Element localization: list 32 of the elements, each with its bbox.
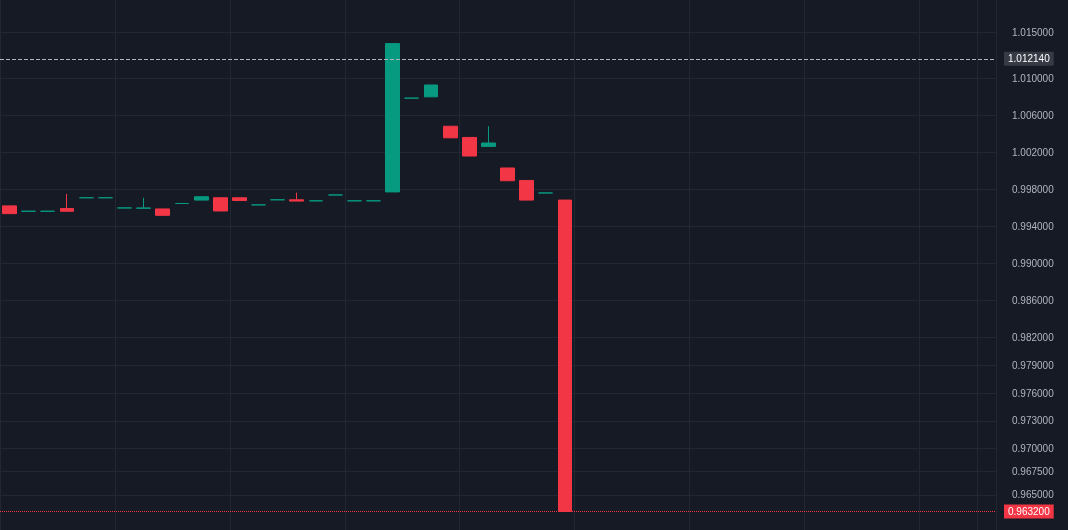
y-tick-label: 0.973000 [1012, 415, 1055, 427]
candlestick [443, 125, 458, 139]
y-tick-label: 1.002000 [1012, 147, 1055, 159]
ref-line-label: 1.012140 [1008, 53, 1051, 65]
candlestick [289, 192, 304, 202]
candlestick [2, 205, 17, 215]
candlestick [462, 136, 477, 157]
y-tick-label: 1.010000 [1012, 73, 1055, 85]
y-tick-label: 0.967500 [1012, 466, 1055, 478]
candlestick [424, 84, 438, 98]
y-tick-label: 0.970000 [1012, 443, 1055, 455]
candlestick [213, 197, 228, 212]
y-tick-label: 0.998000 [1012, 184, 1055, 196]
y-tick-label: 0.982000 [1012, 332, 1055, 344]
candlestick [481, 125, 496, 147]
candlestick [136, 197, 151, 209]
ref-line-label: 0.963200 [1008, 506, 1051, 517]
candlestick [60, 193, 74, 212]
y-tick-label: 0.986000 [1012, 295, 1055, 307]
candlestick [500, 167, 515, 182]
y-tick-label: 0.976000 [1012, 387, 1055, 399]
candlestick [385, 43, 400, 193]
y-tick-label: 0.994000 [1012, 221, 1055, 233]
y-tick-label: 1.015000 [1012, 26, 1055, 38]
y-tick-label: 0.990000 [1012, 258, 1055, 270]
candlestick [232, 197, 247, 202]
y-tick-label: 1.006000 [1012, 110, 1055, 122]
y-tick-label: 0.979000 [1012, 359, 1055, 371]
y-tick-label: 0.965000 [1012, 489, 1055, 501]
candlestick [519, 179, 534, 201]
candlestick [194, 196, 209, 201]
candlestick [155, 208, 170, 216]
